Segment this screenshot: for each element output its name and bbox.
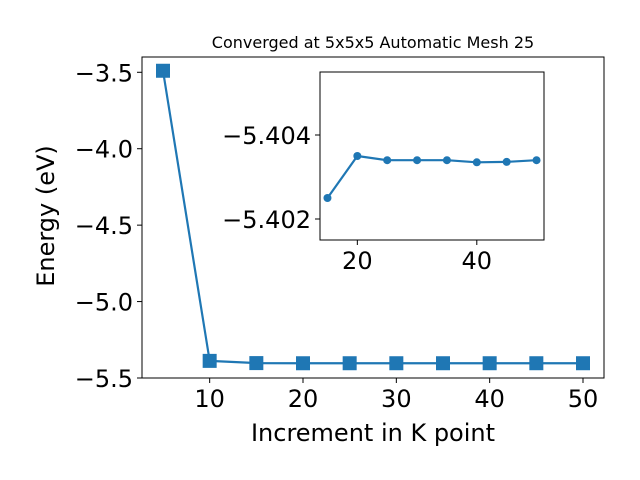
main-y-tick-label: −4.0 — [75, 136, 133, 164]
main-data-point — [389, 356, 404, 371]
main-x-tick-label: 10 — [194, 385, 225, 413]
inset-data-point — [472, 158, 481, 167]
inset-data-point — [502, 157, 511, 166]
inset-data-point — [353, 152, 362, 160]
main-plot: 10 20 30 40 50 −3.5 −4.0 −4.5 −5.0 −5.5 — [75, 56, 605, 413]
x-axis-label: Increment in K point — [251, 419, 495, 447]
main-y-tick-label: −3.5 — [75, 59, 133, 87]
main-x-tick-label: 40 — [474, 385, 505, 413]
main-y-tick-label: −5.5 — [75, 365, 133, 393]
inset-data-point — [532, 156, 541, 165]
inset-data-point — [413, 156, 422, 165]
main-y-tick-label: −4.5 — [75, 212, 133, 240]
main-data-point — [482, 356, 497, 371]
inset-y-tick-label: −5.404 — [222, 122, 311, 150]
main-x-tick-label: 50 — [568, 385, 599, 413]
chart-title: Converged at 5x5x5 Automatic Mesh 25 — [212, 33, 534, 52]
main-data-point — [296, 356, 310, 371]
inset-x-tick-label: 20 — [342, 247, 373, 275]
y-axis-label: Energy (eV) — [32, 145, 60, 287]
main-data-point — [342, 356, 357, 371]
main-data-point — [436, 356, 450, 371]
main-frame — [141, 56, 605, 379]
main-y-tick-label: −5.0 — [75, 289, 133, 317]
inset-plot: 20 40 −5.404 −5.402 — [222, 71, 545, 275]
main-data-point — [156, 63, 170, 78]
inset-x-tick-label: 40 — [462, 247, 493, 275]
inset-data-point — [383, 156, 392, 165]
inset-y-tick-label: −5.402 — [222, 206, 311, 234]
main-data-point — [249, 356, 264, 371]
inset-frame — [319, 71, 545, 241]
main-data-point — [529, 356, 544, 371]
main-data-point — [576, 356, 590, 371]
inset-data-point — [442, 156, 451, 165]
inset-data-point — [323, 194, 332, 202]
main-data-point — [202, 353, 217, 368]
main-x-tick-label: 30 — [381, 385, 412, 413]
main-x-tick-label: 20 — [288, 385, 319, 413]
inset-series-line — [326, 154, 537, 199]
main-series-line — [161, 70, 583, 365]
